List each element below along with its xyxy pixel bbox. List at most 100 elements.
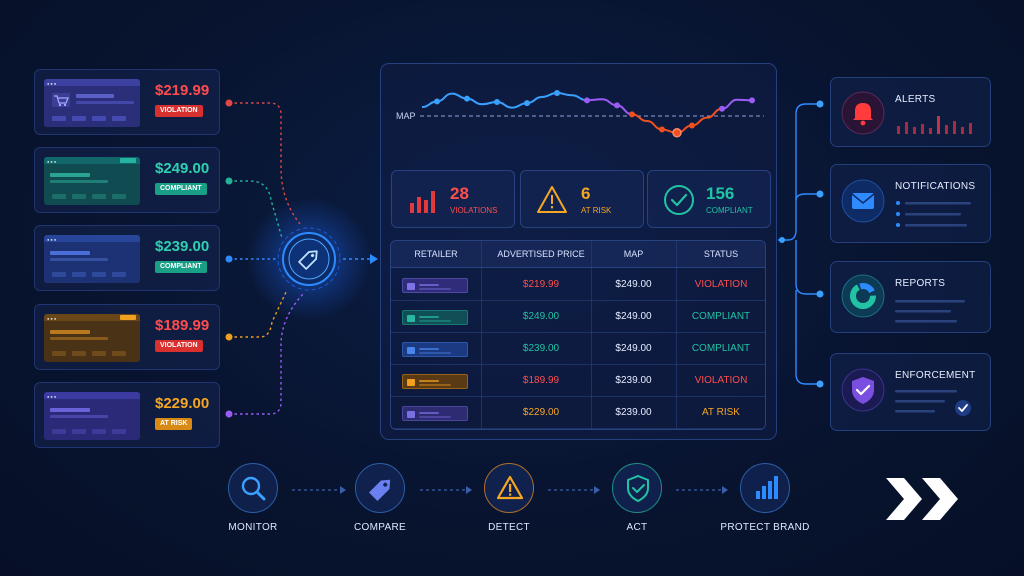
notification-list-lines [896, 201, 971, 227]
retailer-screenshot: ●●● [44, 314, 140, 362]
status-badge: AT RISK [155, 418, 193, 430]
price-point [689, 122, 695, 129]
column-divider [676, 241, 677, 429]
price-series-line [586, 98, 633, 116]
card-title: ALERTS [895, 94, 936, 105]
retailer-price: $189.99 [155, 317, 210, 334]
status-cell: VIOLATION [694, 279, 748, 290]
retailer-screenshot: ●●● [44, 392, 140, 440]
retailer-card[interactable]: ●●● $219.99 VIOLATION [34, 69, 220, 135]
advertised-price-cell: $249.00 [522, 311, 560, 322]
map-price-cell: $239.00 [615, 375, 652, 386]
column-header-status: STATUS [703, 249, 739, 259]
kpi-value: 6 [581, 184, 591, 203]
map-price-cell: $249.00 [615, 311, 652, 322]
enforcement-card[interactable]: ENFORCEMENT [830, 353, 991, 431]
kpi-value: 156 [706, 184, 735, 203]
reports-card[interactable]: REPORTS [830, 261, 991, 333]
status-cell: COMPLIANT [691, 311, 751, 322]
price-point [464, 95, 470, 102]
warning-triangle-icon [537, 186, 567, 213]
column-divider [481, 241, 482, 429]
price-point [434, 98, 440, 105]
bell-icon [841, 91, 885, 135]
alerts-card[interactable]: ALERTS [830, 77, 991, 147]
advertised-price-cell: $219.99 [522, 279, 560, 290]
card-title: NOTIFICATIONS [895, 181, 976, 192]
step-label: COMPARE [354, 522, 406, 533]
kpi-label: VIOLATIONS [450, 206, 498, 215]
retailer-price: $249.00 [155, 160, 210, 177]
report-list-lines [895, 300, 965, 323]
donut-chart-icon [841, 274, 885, 318]
price-point [749, 97, 755, 104]
advertised-price-cell: $229.00 [522, 407, 560, 418]
price-series-line [721, 98, 753, 110]
status-cell: VIOLATION [694, 375, 748, 386]
kpi-label: COMPLIANT [706, 206, 753, 215]
detect-step[interactable] [484, 463, 534, 513]
act-step[interactable] [612, 463, 662, 513]
kpi-label: AT RISK [581, 206, 612, 215]
retailer-price: $239.00 [155, 238, 210, 255]
retailer-card[interactable]: ●●● $239.00 COMPLIANT [34, 225, 220, 291]
price-point [494, 99, 500, 105]
card-title: ENFORCEMENT [895, 370, 976, 381]
price-point [719, 105, 725, 112]
retailer-card[interactable]: ●●● $249.00 COMPLIANT [34, 147, 220, 213]
table-row[interactable]: $189.99 $239.00 VIOLATION [391, 365, 765, 397]
column-header-advertised-price: ADVERTISED PRICE [497, 249, 585, 259]
status-badge: COMPLIANT [155, 183, 207, 195]
price-tag-icon [298, 250, 318, 270]
table-row[interactable]: $219.99 $249.00 VIOLATION [391, 269, 765, 301]
card-title: REPORTS [895, 278, 946, 289]
retailer-screenshot: ●●● [44, 235, 140, 283]
map-label: MAP [396, 111, 416, 121]
retailer-card[interactable]: ●●● $189.99 VIOLATION [34, 304, 220, 370]
retailer-price: $219.99 [155, 82, 210, 99]
step-label: ACT [626, 522, 648, 533]
shield-check-icon [627, 474, 649, 503]
retailer-card[interactable]: ●●● $229.00 AT RISK [34, 382, 220, 448]
compare-step[interactable] [355, 463, 405, 513]
kpi-compliant: 156 COMPLIANT [647, 170, 771, 228]
magnifier-icon [241, 476, 266, 501]
retailer-screenshot: ●●● [44, 157, 140, 205]
protect-brand-step[interactable] [740, 463, 790, 513]
shield-check-icon [841, 368, 885, 412]
step-label: DETECT [488, 522, 530, 533]
envelope-icon [841, 179, 885, 223]
table-row[interactable]: $249.00 $249.00 COMPLIANT [391, 301, 765, 333]
status-cell: AT RISK [702, 407, 740, 418]
warning-triangle-icon [496, 475, 524, 500]
table-row[interactable]: $229.00 $239.00 AT RISK [391, 397, 765, 429]
map-price-cell: $249.00 [615, 343, 652, 354]
check-circle-icon [664, 185, 694, 215]
price-point [524, 100, 530, 107]
bar-chart-icon [756, 476, 778, 499]
price-point [554, 90, 560, 97]
step-label: PROTECT BRAND [720, 522, 810, 533]
advertised-price-cell: $189.99 [522, 375, 560, 386]
notifications-card[interactable]: NOTIFICATIONS [830, 164, 991, 243]
price-point [614, 102, 620, 109]
status-badge: COMPLIANT [155, 261, 207, 273]
price-series-line [421, 92, 588, 109]
price-tag-hub [277, 227, 341, 291]
kpi-violations: 28 VIOLATIONS [391, 170, 515, 228]
retailer-thumbnail [402, 406, 468, 421]
status-badge: VIOLATION [155, 105, 203, 117]
retailer-thumbnail [402, 342, 468, 357]
double-chevron-logo [886, 478, 958, 520]
price-point [672, 128, 682, 138]
step-label: MONITOR [228, 522, 278, 533]
pricing-table: RETAILER ADVERTISED PRICE MAP STATUS $21… [390, 240, 766, 430]
monitor-step[interactable] [228, 463, 278, 513]
kpi-value: 28 [450, 184, 469, 203]
retailer-thumbnail [402, 374, 468, 389]
column-divider [591, 241, 592, 429]
table-row[interactable]: $239.00 $249.00 COMPLIANT [391, 333, 765, 365]
retailer-price: $229.00 [155, 395, 210, 412]
shopping-cart-icon [52, 93, 70, 107]
